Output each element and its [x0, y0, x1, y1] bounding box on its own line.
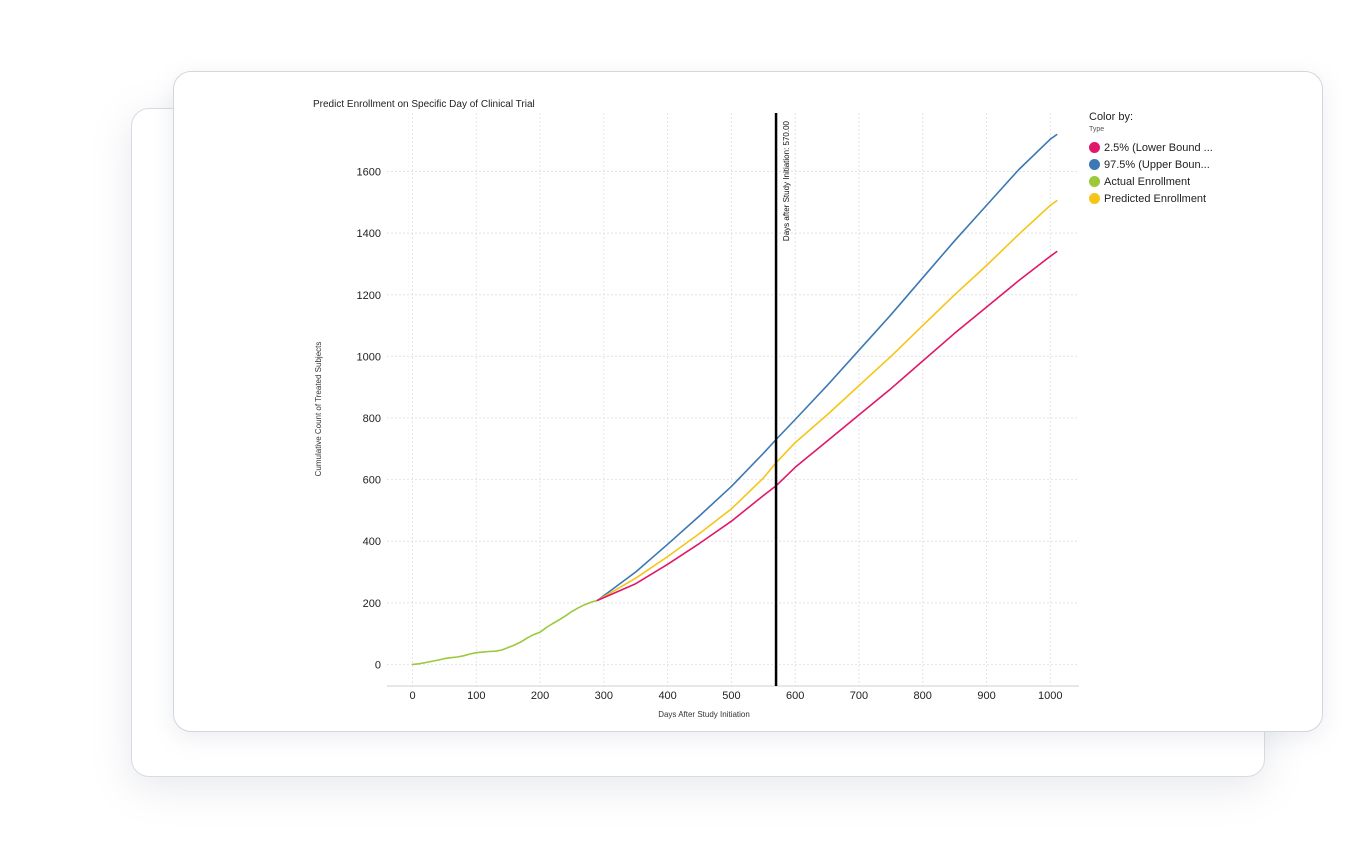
x-tick-label: 500 [722, 690, 740, 702]
y-tick-label: 1000 [357, 351, 381, 363]
legend-swatch-predicted-enrollment [1089, 193, 1100, 204]
y-tick-label: 0 [375, 659, 381, 671]
series-line-97-5-upper-boun [596, 133, 1058, 602]
grid-layer [387, 113, 1079, 686]
y-tick-label: 1400 [357, 228, 381, 240]
x-axis-label: Days After Study Initiation [658, 710, 750, 719]
legend-subtitle: Type [1089, 126, 1105, 133]
legend-item-predicted-enrollment[interactable]: Predicted Enrollment [1089, 190, 1229, 207]
legend-item-actual-enrollment[interactable]: Actual Enrollment [1089, 173, 1229, 190]
x-tick-label: 800 [914, 690, 932, 702]
series-line-predicted-enrollment [596, 200, 1058, 602]
legend: Color by: Type 2.5% (Lower Bound ... 97.… [1089, 110, 1229, 207]
x-tick-label: 400 [658, 690, 676, 702]
chart-card [173, 71, 1323, 732]
y-tick-label: 800 [363, 413, 381, 425]
series-line-2-5-lower-bound [596, 250, 1058, 602]
y-tick-label: 200 [363, 598, 381, 610]
y-tick-label: 1200 [357, 290, 381, 302]
legend-label: Predicted Enrollment [1104, 192, 1207, 205]
legend-swatch-lower-bound [1089, 142, 1100, 153]
legend-item-upper-bound[interactable]: 97.5% (Upper Boun... [1089, 156, 1229, 173]
legend-swatch-upper-bound [1089, 159, 1100, 170]
axis-layer: 0 100 200 300 400 500 600 700 800 900 1000 0 200 400 6… [357, 167, 1079, 702]
series-layer [411, 133, 1058, 666]
legend-label: Actual Enrollment [1104, 175, 1191, 188]
x-tick-label: 700 [850, 690, 868, 702]
x-tick-label: 1000 [1038, 690, 1062, 702]
x-tick-label: 600 [786, 690, 804, 702]
x-tick-label: 300 [595, 690, 613, 702]
y-tick-label: 400 [363, 536, 381, 548]
x-tick-label: 100 [467, 690, 485, 702]
chart-title: Predict Enrollment on Specific Day of Cl… [313, 99, 535, 110]
legend-item-lower-bound[interactable]: 2.5% (Lower Bound ... [1089, 139, 1229, 156]
y-tick-label: 600 [363, 475, 381, 487]
legend-label: 97.5% (Upper Boun... [1104, 158, 1210, 171]
x-tick-label: 200 [531, 690, 549, 702]
x-tick-label: 900 [977, 690, 995, 702]
y-axis-label: Cumulative Count of Treated Subjects [314, 342, 323, 477]
legend-title: Color by: [1089, 111, 1134, 123]
y-tick-label: 1600 [357, 167, 381, 179]
legend-swatch-actual-enrollment [1089, 176, 1100, 187]
reference-line-label: Days after Study Initiation: 570.00 [782, 120, 791, 241]
series-line-actual-enrollment [411, 599, 599, 666]
reference-layer: Days after Study Initiation: 570.00 [774, 113, 791, 686]
x-tick-label: 0 [409, 690, 415, 702]
legend-label: 2.5% (Lower Bound ... [1104, 141, 1213, 154]
